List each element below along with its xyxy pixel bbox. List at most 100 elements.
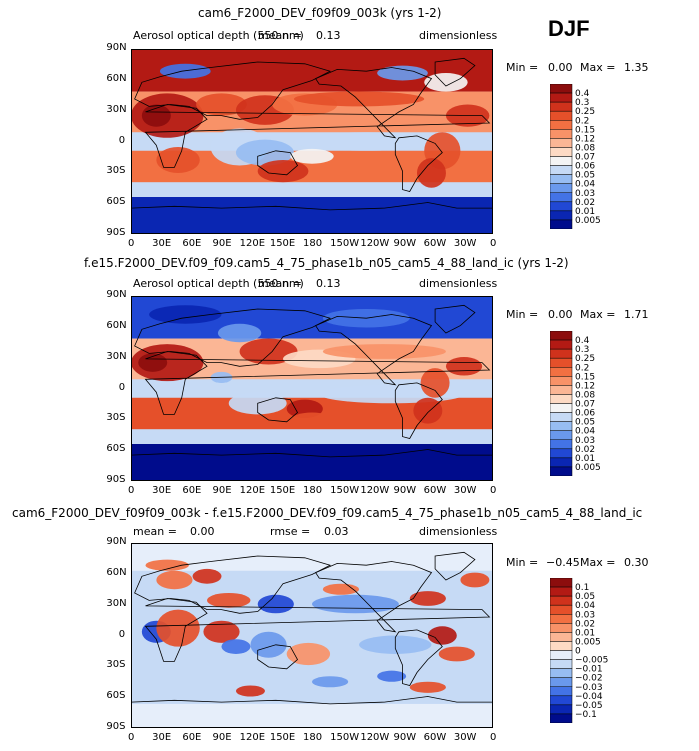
y-tick-label: 60S: [106, 690, 126, 702]
x-tick-label: 60W: [423, 238, 447, 249]
y-tick-label: 30S: [106, 659, 126, 671]
x-tick-label: 150E: [269, 238, 296, 249]
colorbar-level-label: 0.03: [575, 610, 595, 620]
x-tick-label: 150W: [330, 732, 360, 743]
x-tick-label: 30W: [453, 238, 477, 249]
field-blob: [192, 568, 222, 584]
coastline: [144, 351, 491, 415]
colorbar-level-label: −0.05: [575, 701, 603, 711]
map-frame: [131, 296, 493, 481]
x-tick-label: 90W: [393, 732, 417, 743]
field-blob: [322, 344, 446, 359]
colorbar-level-label: 0.4: [575, 336, 590, 346]
colorbar-swatch: [549, 577, 573, 588]
colorbar-swatch: [549, 339, 573, 350]
x-tick-label: 90W: [393, 238, 417, 249]
x-tick-label: 90E: [212, 485, 232, 496]
coastline: [394, 382, 443, 439]
field-blob: [217, 323, 262, 343]
field-blob: [293, 91, 425, 107]
colorbar-level-label: 0.15: [575, 125, 595, 135]
field-blob: [159, 63, 211, 79]
colorbar-level-label: 0.01: [575, 207, 595, 217]
field-blob: [235, 685, 265, 697]
colorbar-swatch: [549, 686, 573, 697]
x-tick-label: 0: [490, 485, 497, 496]
colorbar-level-label: 0.07: [575, 400, 595, 410]
field-blob: [424, 73, 468, 92]
y-tick-label: 90N: [106, 536, 127, 547]
colorbar-swatch: [549, 156, 573, 166]
colorbar-swatch: [549, 394, 573, 404]
x-tick-label: 30W: [453, 485, 477, 496]
colorbar-level-label: 0.07: [575, 153, 595, 163]
colorbar-level-label: 0.02: [575, 619, 595, 629]
colorbar-swatch: [549, 183, 573, 193]
panel1-map: [130, 49, 494, 238]
colorbar-level-label: 0.08: [575, 143, 595, 153]
colorbar-level-label: 0.12: [575, 134, 595, 144]
y-tick-label: 90N: [106, 289, 127, 300]
colorbar-level-label: 0.03: [575, 436, 595, 446]
x-tick-label: 120W: [360, 732, 390, 743]
x-tick-label: 0: [128, 732, 135, 743]
field-blob: [293, 132, 439, 151]
colorbar-swatch: [549, 92, 573, 103]
x-tick-label: 0: [490, 238, 497, 249]
colorbar-level-label: −0.03: [575, 683, 603, 693]
field-blob: [141, 104, 171, 127]
field-blob: [312, 594, 399, 614]
colorbar-level-label: 0.08: [575, 390, 595, 400]
panel2-variable: Aerosol optical depth (550 nm): [133, 277, 304, 290]
y-tick-label: 30N: [106, 350, 127, 362]
colorbar-level-label: −0.04: [575, 692, 603, 702]
colorbar-swatch: [549, 357, 573, 368]
field-band: [131, 703, 493, 728]
panel2-map: [130, 296, 494, 485]
colorbar-level-label: −0.005: [575, 656, 608, 666]
field-blob: [312, 676, 349, 688]
colorbar-level-label: 0.05: [575, 418, 595, 428]
field-blob: [438, 646, 475, 662]
y-tick-label: 90N: [106, 42, 127, 53]
colorbar-level-label: 0.05: [575, 171, 595, 181]
x-tick-label: 150E: [269, 732, 296, 743]
y-tick-label: 90S: [106, 474, 126, 485]
x-tick-label: 60E: [182, 485, 202, 496]
panel2-colorbar: 0.4 0.3 0.25 0.2 0.15 0.12 0.08 0.07 0.06 0.05 0.0…: [549, 330, 610, 480]
colorbar-swatch: [549, 147, 573, 157]
panel3-min-label: Min =: [506, 556, 539, 569]
x-tick-label: 180: [303, 485, 323, 496]
x-tick-label: 150W: [330, 485, 360, 496]
field-blob: [149, 305, 222, 324]
colorbar-level-label: 0.005: [575, 216, 601, 226]
y-tick-label: 60S: [106, 196, 126, 208]
colorbar-swatch: [549, 704, 573, 715]
colorbar-swatch: [549, 668, 573, 678]
panel3-max-value: 0.30: [624, 556, 649, 569]
y-tick-label: 90S: [106, 721, 126, 732]
panel1-min-label: Min =: [506, 61, 539, 74]
x-tick-label: 90E: [212, 732, 232, 743]
y-tick-label: 60N: [106, 319, 127, 331]
panel2-units: dimensionless: [419, 277, 498, 290]
colorbar-level-label: 0.4: [575, 89, 590, 99]
coastline: [134, 61, 332, 120]
panel3-mean-label: mean =: [133, 525, 177, 538]
panel2-max-value: 1.71: [624, 308, 649, 321]
panel2-min-label: Min =: [506, 308, 539, 321]
colorbar-swatch: [549, 659, 573, 669]
colorbar-swatch: [549, 604, 573, 615]
y-tick-label: 90S: [106, 227, 126, 238]
coastline: [394, 629, 443, 686]
colorbar-level-label: 0.03: [575, 189, 595, 199]
coastline: [434, 551, 476, 581]
colorbar-level-label: 0.3: [575, 98, 589, 108]
panel1-variable: Aerosol optical depth (550 nm): [133, 29, 304, 42]
field-blob: [460, 572, 490, 588]
panel1-max-value: 1.35: [624, 61, 649, 74]
colorbar-swatch: [549, 138, 573, 148]
colorbar-level-label: 0.2: [575, 363, 589, 373]
colorbar-level-label: −0.1: [575, 710, 597, 720]
colorbar-swatch: [549, 595, 573, 606]
